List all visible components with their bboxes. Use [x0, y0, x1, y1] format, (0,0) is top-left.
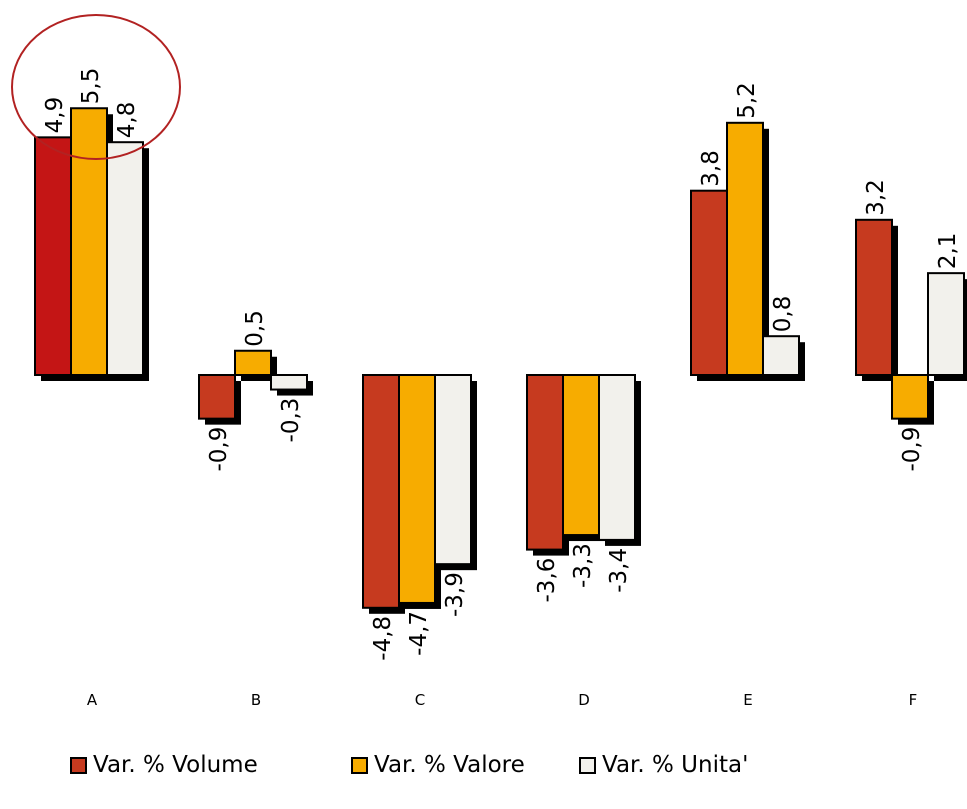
data-label-F-2: 2,1: [935, 233, 961, 270]
bar-A-0: [34, 136, 72, 376]
bar-C-1: [398, 374, 436, 604]
legend-swatch-valore: [351, 756, 368, 774]
data-label-E-0: 3,8: [698, 150, 724, 187]
category-label-A: A: [87, 691, 98, 709]
data-label-D-1: -3,3: [570, 543, 596, 588]
bar-A-1: [70, 107, 108, 376]
category-label-D: D: [578, 691, 590, 709]
data-label-A-0: 4,9: [42, 97, 68, 134]
legend-label-valore: Var. % Valore: [374, 752, 525, 778]
legend-label-volume: Var. % Volume: [93, 752, 258, 778]
data-label-D-2: -3,4: [606, 548, 632, 593]
category-label-B: B: [251, 691, 261, 709]
legend-item-unita: Var. % Unita': [579, 752, 748, 778]
data-label-D-0: -3,6: [534, 558, 560, 603]
data-label-F-0: 3,2: [863, 179, 889, 216]
data-label-C-1: -4,7: [406, 611, 432, 656]
bar-C-2: [434, 374, 472, 566]
bar-C-0: [362, 374, 400, 609]
data-label-E-2: 0,8: [770, 296, 796, 333]
data-label-C-2: -3,9: [442, 572, 468, 617]
data-label-F-1: -0,9: [899, 427, 925, 472]
category-label-F: F: [909, 691, 918, 709]
bar-chart: 4,95,54,8A-0,90,5-0,3B-4,8 -4,7-3,9C-3,6-…: [11, 14, 967, 709]
bar-E-0: [690, 189, 728, 376]
data-label-E-1: 5,2: [734, 82, 760, 119]
bar-B-1: [234, 349, 272, 376]
bar-D-2: [598, 374, 636, 541]
legend-item-valore: Var. % Valore: [351, 752, 579, 778]
category-label-C: C: [415, 691, 425, 709]
data-label-B-2: -0,3: [278, 398, 304, 443]
bar-F-0: [855, 218, 893, 376]
legend: Var. % Volume Var. % Valore Var. % Unita…: [70, 752, 748, 778]
data-label-A-2: 4,8: [114, 102, 140, 139]
legend-item-volume: Var. % Volume: [70, 752, 351, 778]
legend-label-unita: Var. % Unita': [602, 752, 749, 778]
bar-F-2: [927, 272, 965, 376]
data-label-C-0: -4,8: [370, 616, 396, 661]
bar-E-2: [762, 335, 800, 377]
bar-B-2: [270, 374, 308, 391]
data-label-B-0: -0,9: [206, 427, 232, 472]
category-label-E: E: [743, 691, 752, 709]
bar-A-2: [106, 141, 144, 376]
legend-swatch-volume: [70, 756, 87, 774]
data-label-B-1: 0,5: [242, 310, 268, 347]
bar-F-1: [891, 374, 929, 420]
bar-E-1: [726, 121, 764, 376]
data-label-A-1: 5,5: [78, 68, 104, 105]
bar-D-0: [526, 374, 564, 551]
legend-swatch-unita: [579, 756, 596, 774]
bar-B-0: [198, 374, 236, 420]
highlight-ellipse: [11, 14, 181, 160]
bar-D-1: [562, 374, 600, 537]
